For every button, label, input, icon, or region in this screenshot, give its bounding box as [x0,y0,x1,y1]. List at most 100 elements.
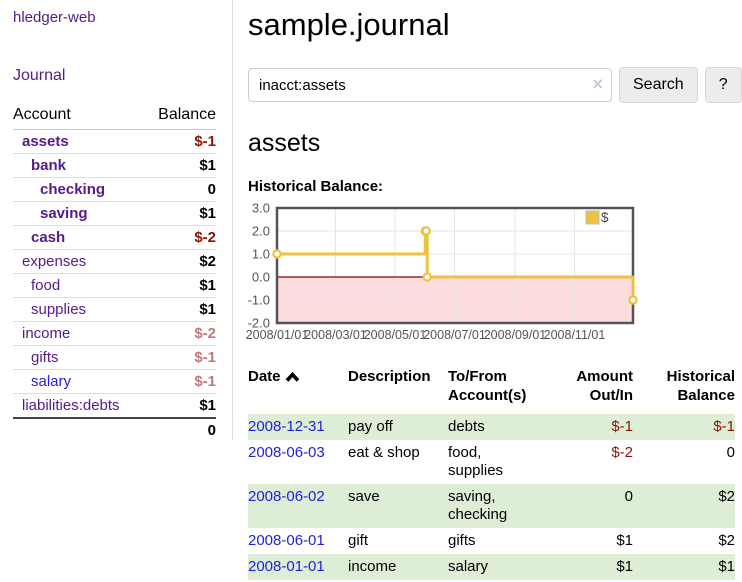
account-link[interactable]: salary [31,373,72,390]
svg-text:2008/07/01: 2008/07/01 [423,328,486,342]
account-link[interactable]: food [31,277,61,294]
svg-text:$: $ [601,210,609,225]
register-description: eat & shop [348,444,420,461]
sidebar-item-journal[interactable]: Journal [13,67,66,84]
register-description: income [348,558,397,575]
register-header-date[interactable]: Date [248,365,348,414]
table-row: 2008-06-01 gift gifts $1 $2 [248,528,735,554]
accounts-total-row: 0 [13,417,216,442]
account-link[interactable]: expenses [22,253,87,270]
account-balance: $1 [199,277,216,294]
account-balance: $1 [199,157,216,174]
svg-text:3.0: 3.0 [252,202,270,216]
register-accounts: debts [448,418,485,435]
register-header-accounts: To/From Account(s) [448,368,527,404]
account-link[interactable]: gifts [31,349,59,366]
svg-text:2008/05/01: 2008/05/01 [364,328,427,342]
register-date-link[interactable]: 2008-06-02 [248,488,325,505]
svg-text:2008/09/01: 2008/09/01 [484,328,547,342]
account-link[interactable]: checking [40,181,106,198]
app-brand-link[interactable]: hledger-web [13,9,96,26]
accounts-body: assets $-1 bank $1 checking 0 saving $1 … [13,130,216,418]
table-row: 2008-06-03 eat & shop food, supplies $-2… [248,440,735,484]
register-date-link[interactable]: 2008-06-01 [248,532,325,549]
register-balance: $1 [718,558,735,575]
register-date-link[interactable]: 2008-12-31 [248,418,325,435]
accounts-header-account: Account [13,106,115,130]
account-balance: $2 [199,253,216,270]
account-row: gifts $-1 [13,345,216,370]
account-link[interactable]: bank [31,157,67,174]
account-row: cash $-2 [13,225,216,250]
account-row: income $-2 [13,321,216,346]
register-accounts: food, supplies [448,444,504,479]
table-row: 2008-01-01 income salary $1 $1 [248,554,735,580]
account-row: saving $1 [13,201,216,226]
register-header-description: Description [348,368,431,385]
register-header-amount: Amount Out/In [576,368,633,404]
svg-text:-2.0: -2.0 [248,316,270,331]
register-balance: $-1 [713,418,735,435]
register-accounts: salary [448,558,489,575]
account-link[interactable]: income [22,325,71,342]
account-balance: $-1 [194,373,216,390]
main-content: sample.journal × Search ? assets Histori… [245,0,742,580]
register-amount: $1 [616,558,633,575]
sort-ascending-icon[interactable] [285,368,300,387]
account-link[interactable]: supplies [31,301,87,318]
accounts-total-balance: 0 [114,417,216,442]
register-balance: $2 [718,532,735,549]
register-description: gift [348,532,369,549]
register-amount: $-2 [611,444,633,461]
register-header-balance: Historical Balance [666,368,735,404]
account-link[interactable]: liabilities:debts [22,397,120,414]
search-bar: × Search ? [248,67,742,103]
register-header-row: Date Description To/From Account(s) Amou… [248,365,735,414]
sidebar: hledger-web Journal Account Balance asse… [0,0,233,442]
register-balance: $2 [718,488,735,505]
svg-text:1.0: 1.0 [252,247,270,262]
svg-text:2008/11/01: 2008/11/01 [544,328,606,342]
register-amount: 0 [624,488,633,505]
svg-text:2.0: 2.0 [252,224,270,239]
table-row: 2008-12-31 pay off debts $-1 $-1 [248,414,735,440]
account-balance: $-1 [194,133,216,150]
svg-text:-1.0: -1.0 [248,293,270,308]
account-balance: $1 [199,397,216,414]
account-balance: $1 [199,301,216,318]
register-amount: $1 [616,532,633,549]
accounts-table: Account Balance assets $-1 bank $1 check… [13,106,216,442]
help-button[interactable]: ? [704,67,742,103]
account-balance: $-2 [194,325,216,342]
account-row: bank $1 [13,153,216,178]
account-row: checking 0 [13,177,216,202]
clear-search-icon[interactable]: × [592,74,603,94]
search-input[interactable] [248,68,612,102]
historical-balance-chart: 3.0 2.0 1.0 0.0 -1.0 -2.0 2008/01/01 2008/03/01… [245,201,639,344]
register-date-link[interactable]: 2008-06-03 [248,444,325,461]
chart-title: Historical Balance: [248,178,384,195]
account-row: assets $-1 [13,130,216,154]
register-table: Date Description To/From Account(s) Amou… [248,365,735,580]
svg-text:2008/03/01: 2008/03/01 [304,328,367,342]
account-row: supplies $1 [13,297,216,322]
page-title: sample.journal [248,7,450,42]
account-balance: $-2 [194,229,216,246]
register-date-link[interactable]: 2008-01-01 [248,558,325,575]
account-balance: $1 [199,205,216,222]
register-accounts: gifts [448,532,476,549]
register-balance: 0 [726,444,735,461]
account-link[interactable]: cash [31,229,66,246]
search-button[interactable]: Search [619,67,698,103]
account-link[interactable]: saving [40,205,88,222]
account-balance: 0 [207,181,216,198]
register-description: pay off [348,418,393,435]
accounts-header-balance: Balance [114,106,216,130]
account-row: expenses $2 [13,249,216,274]
register-accounts: saving, checking [448,488,508,523]
register-description: save [348,488,380,505]
account-link[interactable]: assets [22,133,69,150]
account-heading: assets [248,129,321,157]
register-body: 2008-12-31 pay off debts $-1 $-1 2008-06… [248,414,735,580]
account-row: salary $-1 [13,369,216,394]
